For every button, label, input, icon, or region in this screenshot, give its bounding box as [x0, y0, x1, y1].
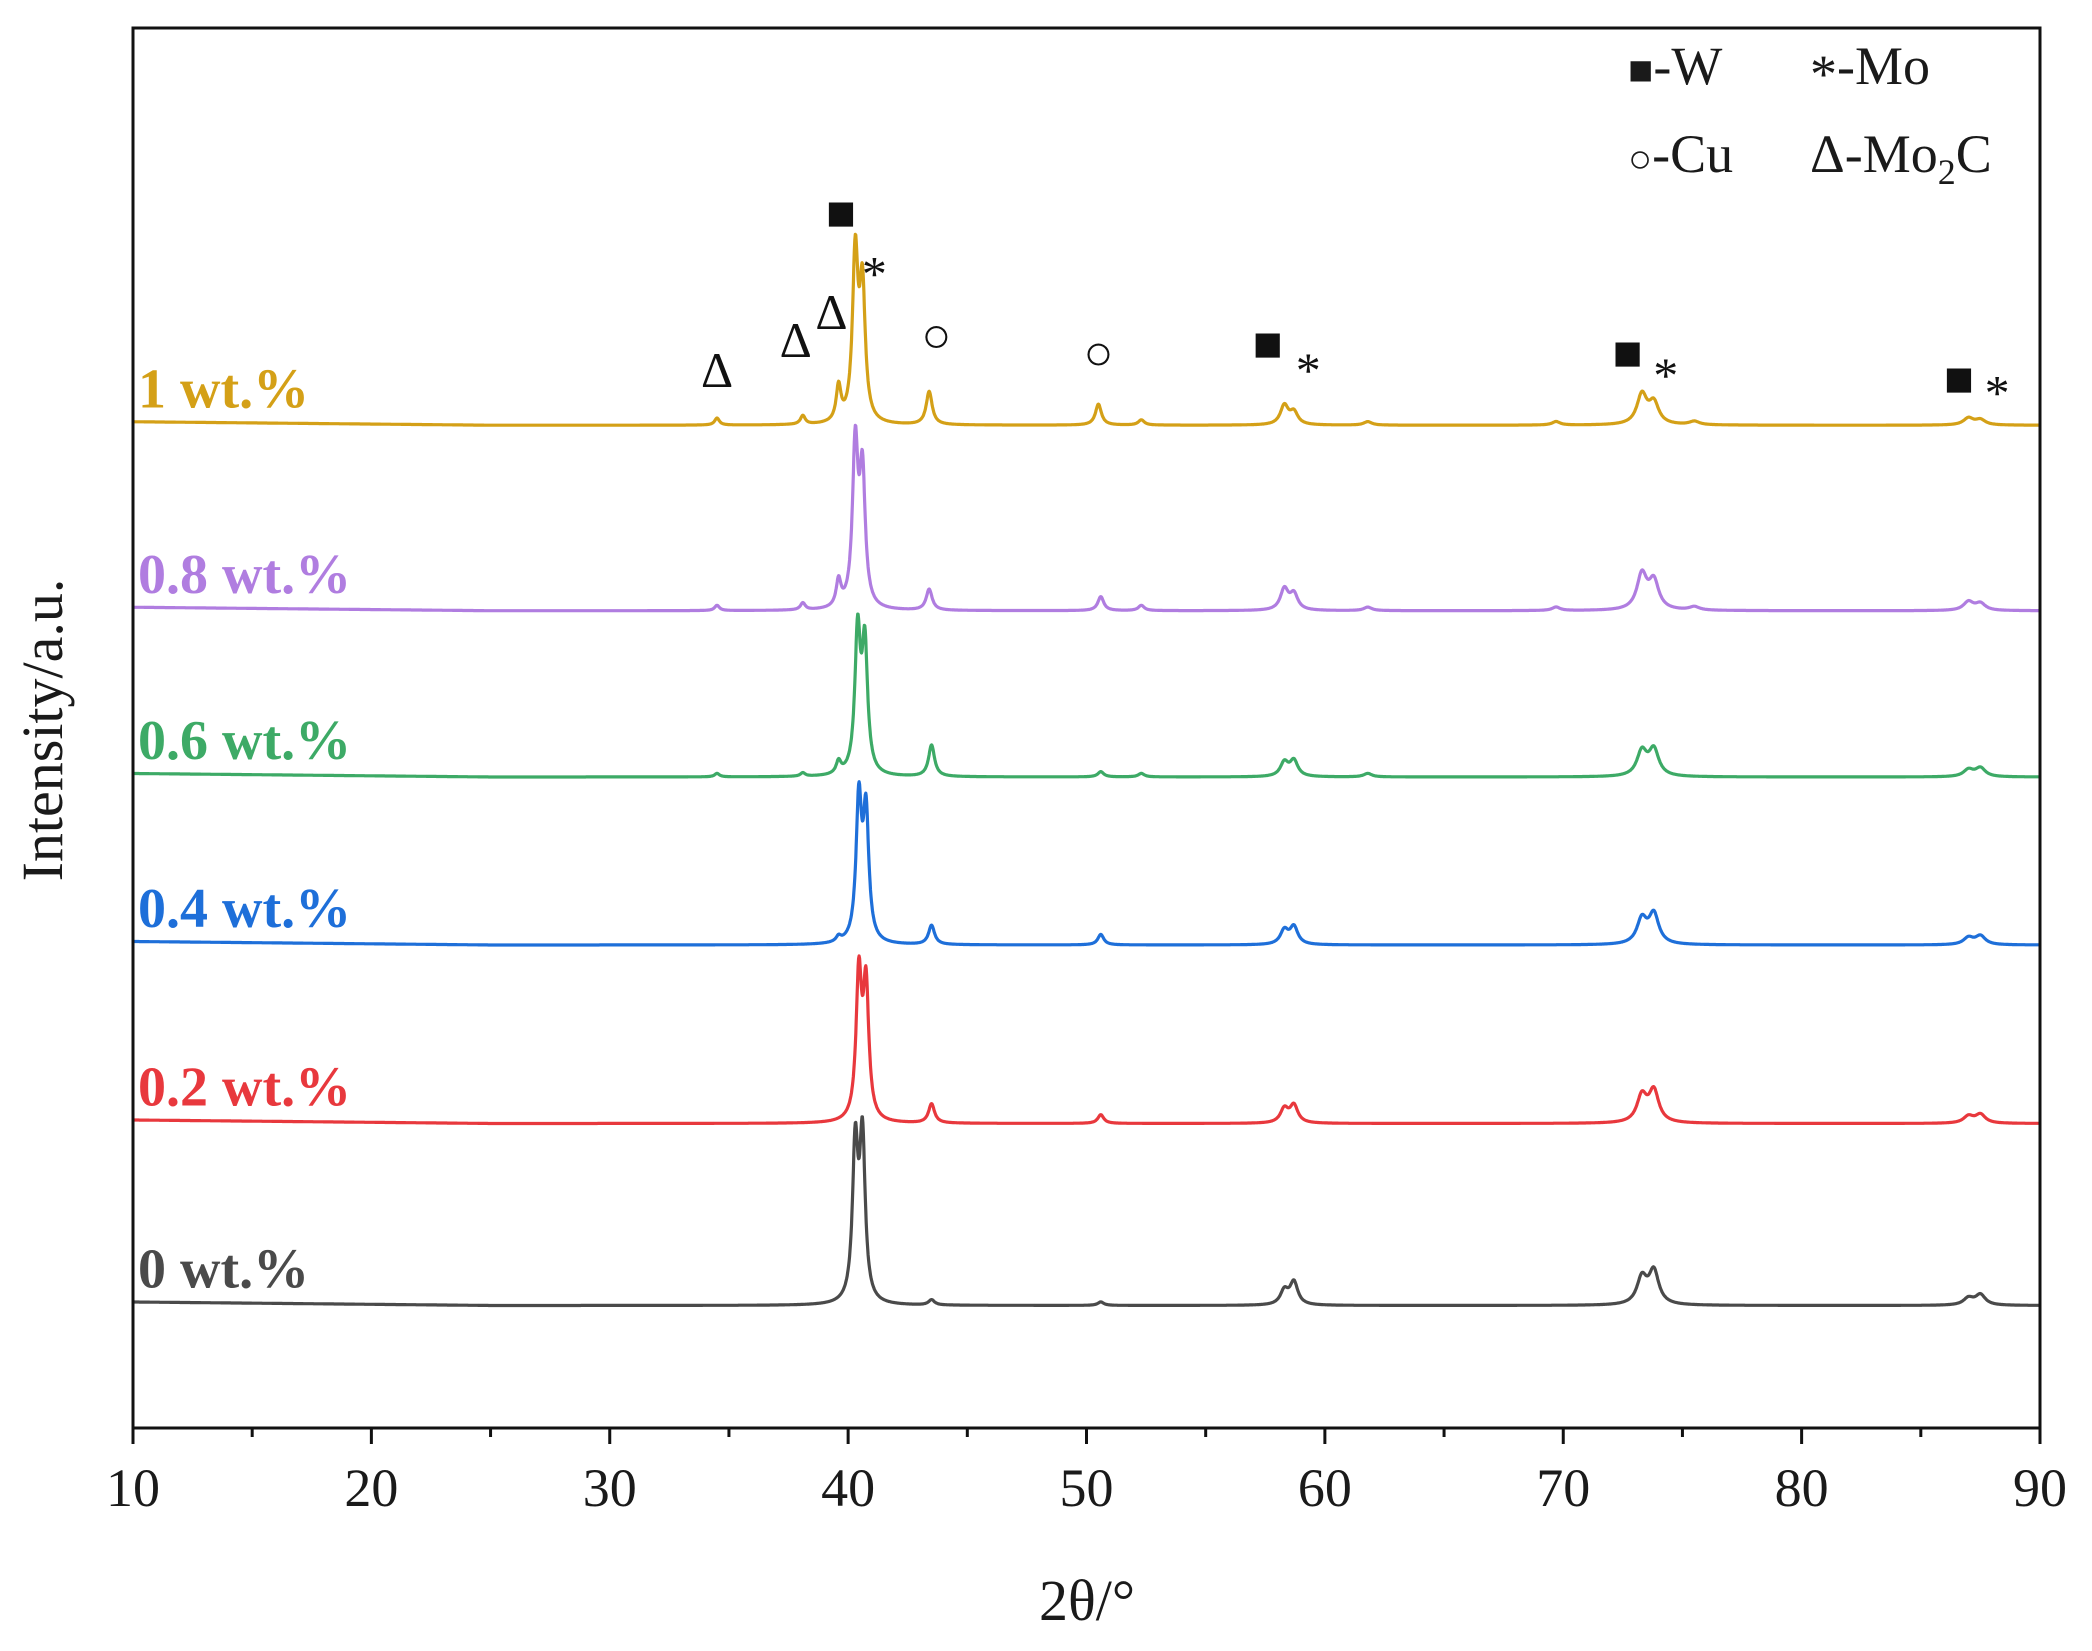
- plot-area: [131, 232, 2042, 1308]
- legend-mo-text: -Mo: [1837, 36, 1930, 96]
- phase-marker-mo2c-1: Δ: [780, 312, 812, 368]
- series-label-5: 1 wt.%: [138, 358, 309, 420]
- phase-marker-w-9: ■: [1613, 324, 1643, 380]
- legend-mo-symbol: *: [1810, 44, 1837, 104]
- legend-mo2c-suffix: C: [1956, 124, 1992, 184]
- series-line-1: [131, 954, 2042, 1126]
- legend-entry-mo: *-Mo: [1810, 36, 1930, 104]
- phase-marker-mo-10: *: [1653, 347, 1678, 403]
- x-tick-label: 20: [344, 1458, 398, 1518]
- series-line-3: [131, 612, 2042, 779]
- x-tick-label: 40: [821, 1458, 875, 1518]
- plot-frame: [131, 26, 2042, 1430]
- x-axis-label: 2θ/°: [1039, 1568, 1135, 1633]
- series-line-2: [131, 780, 2042, 947]
- legend-w-text: -W: [1653, 36, 1722, 96]
- phase-marker-mo2c-0: Δ: [701, 342, 733, 398]
- legend-mo2c-text: -Mo: [1845, 124, 1938, 184]
- phase-marker-cu-6: ○: [1083, 324, 1113, 380]
- x-tick-label: 50: [1060, 1458, 1114, 1518]
- x-tick-label: 10: [106, 1458, 160, 1518]
- series-label-2: 0.4 wt.%: [138, 878, 351, 940]
- series-label-4: 0.8 wt.%: [138, 544, 351, 606]
- y-axis-label: Intensity/a.u.: [10, 579, 75, 882]
- x-axis: 10 20 30 40 50 60 70 80 90: [106, 1428, 2067, 1518]
- series-line-4: [131, 423, 2042, 613]
- phase-marker-mo-4: *: [862, 246, 887, 302]
- x-tick-label: 30: [583, 1458, 637, 1518]
- phase-markers: ΔΔ Δ■*○ ○ ■ * ■ * ■ *: [701, 184, 2010, 420]
- phase-marker-w-3: ■: [826, 184, 856, 240]
- legend-entry-cu: ○-Cu: [1628, 124, 1733, 184]
- legend-mo2c-subscript: 2: [1938, 152, 1956, 192]
- series-line-0: [131, 1115, 2042, 1308]
- legend-w-symbol: ■: [1628, 48, 1653, 94]
- phase-marker-cu-5: ○: [921, 307, 951, 363]
- legend: ■-W *-Mo ○-Cu Δ-Mo2C: [1628, 36, 1992, 192]
- legend-entry-w: ■-W: [1628, 36, 1722, 96]
- series-label-1: 0.2 wt.%: [138, 1057, 351, 1119]
- x-tick-label: 60: [1298, 1458, 1352, 1518]
- x-tick-label: 90: [2013, 1458, 2067, 1518]
- legend-cu-text: -Cu: [1652, 124, 1733, 184]
- series-line-5: [131, 232, 2042, 427]
- series-label-3: 0.6 wt.%: [138, 710, 351, 772]
- series-labels: 0 wt.% 0.2 wt.% 0.4 wt.% 0.6 wt.% 0.8 wt.% 1 …: [138, 358, 351, 1300]
- legend-entry-mo2c: Δ-Mo2C: [1810, 124, 1992, 192]
- x-tick-label: 80: [1775, 1458, 1829, 1518]
- phase-marker-w-11: ■: [1944, 351, 1974, 407]
- phase-marker-mo2c-2: Δ: [815, 284, 847, 340]
- phase-marker-w-7: ■: [1253, 316, 1283, 372]
- phase-marker-mo-8: *: [1296, 342, 1321, 398]
- phase-marker-mo-12: *: [1985, 365, 2010, 421]
- legend-mo2c-symbol: Δ: [1810, 124, 1845, 184]
- legend-cu-symbol: ○: [1628, 136, 1652, 181]
- series-label-0: 0 wt.%: [138, 1239, 309, 1301]
- x-tick-label: 70: [1536, 1458, 1590, 1518]
